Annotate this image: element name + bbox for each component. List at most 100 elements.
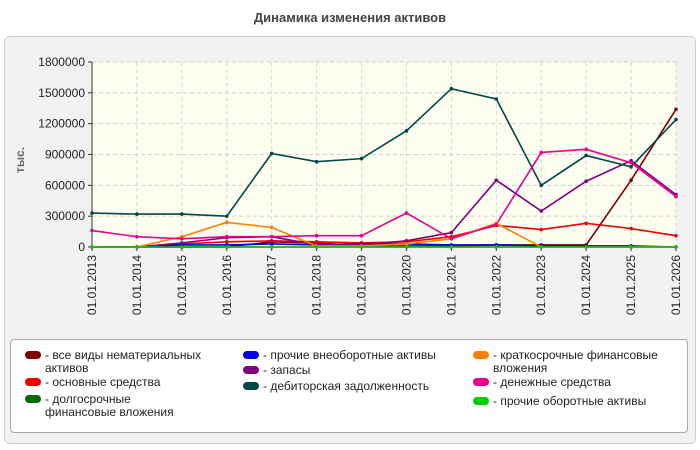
data-point (674, 117, 678, 122)
y-tick-label: 600000 (45, 178, 85, 192)
y-tick-label: 300000 (45, 209, 85, 223)
legend-label: денежные средства (493, 376, 611, 389)
series-line (92, 243, 677, 248)
data-point (314, 233, 319, 238)
data-point (539, 150, 544, 155)
x-tick-label: 01.01.2025 (624, 255, 638, 315)
legend-item: все виды нематериальных активов (25, 349, 205, 375)
data-point (584, 179, 588, 184)
data-point (539, 209, 544, 213)
data-point (135, 245, 139, 249)
data-point (449, 245, 454, 249)
legend-label: дебиторская задолженность (263, 380, 429, 393)
data-point (135, 212, 139, 216)
data-point (269, 234, 274, 239)
legend-label: краткосрочные финансовые вложения (493, 349, 673, 375)
legend-item: краткосрочные финансовые вложения (473, 349, 673, 375)
legend-label: долгосрочные финансовые вложения (45, 393, 205, 419)
y-tick-label: 1800000 (38, 55, 85, 69)
legend-item: прочие оборотные активы (473, 395, 673, 408)
x-tick-label: 01.01.2024 (579, 255, 593, 315)
x-tick-label: 01.01.2015 (175, 255, 189, 315)
legend-label: все виды нематериальных активов (45, 349, 205, 375)
legend-item: денежные средства (473, 376, 673, 389)
data-point (584, 153, 588, 158)
data-point (224, 245, 229, 249)
x-tick-label: 01.01.2022 (489, 255, 503, 315)
data-point (404, 211, 409, 215)
data-point (224, 234, 229, 239)
legend: все виды нематериальных активовосновные … (10, 339, 688, 433)
x-tick-label: 01.01.2014 (130, 255, 144, 315)
data-point (314, 240, 319, 244)
legend-swatch (473, 397, 489, 405)
legend-item: запасы (243, 364, 443, 377)
legend-swatch (473, 351, 489, 359)
data-point (90, 211, 94, 215)
y-tick-label: 1200000 (38, 117, 85, 131)
y-tick-label: 1500000 (38, 86, 85, 100)
data-point (629, 178, 633, 182)
line-chart: 0 300000 600000 900000 1200000 1500000 1800000… (13, 55, 683, 315)
legend-swatch (473, 378, 489, 386)
y-tick-label: 900000 (45, 148, 85, 162)
x-tick-label: 01.01.2019 (355, 255, 369, 315)
data-point (404, 245, 409, 249)
data-point (674, 233, 678, 238)
data-point (674, 107, 678, 112)
data-point (180, 236, 184, 241)
data-point (359, 233, 364, 238)
legend-label: прочие оборотные активы (493, 395, 646, 408)
legend-swatch (25, 351, 41, 359)
data-point (494, 97, 499, 101)
data-point (494, 178, 499, 182)
data-point (180, 241, 184, 245)
chart-title: Динамика изменения активов (253, 10, 447, 25)
data-point (494, 222, 499, 227)
x-tick-label: 01.01.2021 (444, 255, 458, 315)
data-point (674, 245, 678, 249)
series-line (92, 159, 677, 248)
data-point (629, 165, 633, 169)
data-point (539, 245, 544, 249)
data-point (674, 194, 678, 199)
data-point (629, 226, 633, 231)
x-tick-label: 01.01.2013 (85, 255, 99, 315)
data-point (180, 212, 184, 216)
data-point (539, 183, 544, 188)
legend-item: основные средства (25, 376, 205, 389)
legend-swatch (25, 395, 41, 403)
data-point (90, 245, 94, 249)
data-point (359, 245, 364, 249)
data-point (269, 245, 274, 249)
data-point (584, 245, 588, 249)
legend-swatch (25, 378, 41, 386)
data-point (449, 236, 454, 241)
x-tick-label: 01.01.2017 (265, 255, 279, 315)
x-tick-label: 01.01.2023 (534, 255, 548, 315)
data-point (449, 86, 454, 91)
legend-label: прочие внеоборотные активы (263, 349, 436, 362)
data-point (404, 242, 409, 246)
data-point (539, 227, 544, 232)
data-point (584, 221, 588, 226)
data-point (180, 245, 184, 249)
legend-swatch (243, 351, 259, 359)
series-line (91, 87, 677, 217)
series-line (91, 148, 677, 240)
data-point (224, 240, 229, 244)
data-point (314, 245, 319, 249)
data-point (269, 225, 274, 230)
data-point (449, 230, 454, 235)
y-tick-label: 0 (78, 240, 85, 254)
legend-item: дебиторская задолженность (243, 380, 443, 393)
data-point (269, 151, 274, 156)
data-point (629, 160, 633, 165)
data-point (494, 245, 499, 249)
data-point (224, 220, 229, 225)
data-point (314, 159, 319, 164)
legend-item: прочие внеоборотные активы (243, 349, 443, 362)
legend-label: основные средства (45, 376, 160, 389)
data-point (404, 129, 409, 133)
x-tick-label: 01.01.2020 (399, 255, 413, 315)
